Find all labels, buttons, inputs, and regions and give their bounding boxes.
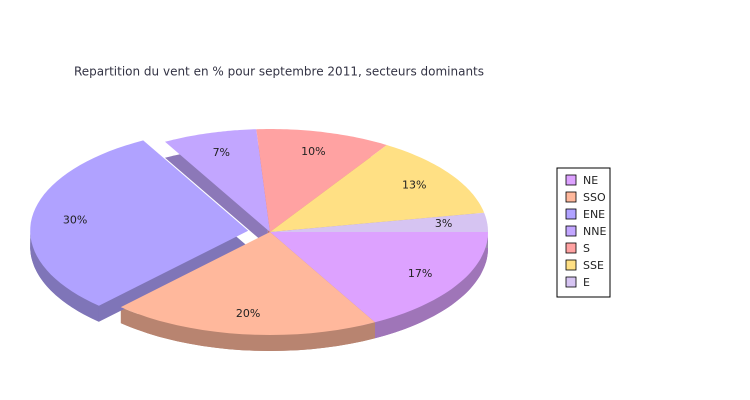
slice: [256, 129, 387, 232]
value-label: 20%: [236, 307, 260, 320]
slice: [270, 232, 488, 323]
slice: [270, 145, 485, 232]
slice: [270, 212, 488, 232]
slice-side: [30, 230, 99, 322]
legend-swatch: [565, 259, 577, 271]
legend-label: E: [583, 276, 590, 289]
legend-label: NE: [583, 174, 598, 187]
legend-swatch: [565, 208, 577, 220]
legend-swatch: [565, 225, 577, 237]
slice-side: [375, 232, 488, 339]
legend-swatch: [565, 191, 577, 203]
chart-title: Repartition du vent en % pour septembre …: [74, 65, 484, 79]
legend-label: NNE: [583, 225, 606, 238]
slice: [30, 140, 249, 306]
value-label: 10%: [301, 145, 325, 158]
pie-tops: [30, 129, 488, 335]
value-label: 17%: [408, 267, 432, 280]
legend: NE SSO ENE NNE S SSE E: [556, 167, 611, 298]
legend-label: SSE: [583, 259, 604, 272]
pie-labels: 17% 20% 30% 7% 10% 13% 3%: [63, 145, 452, 320]
slice: [165, 129, 270, 232]
value-label: 13%: [402, 179, 426, 192]
legend-label: ENE: [583, 208, 605, 221]
legend-label: S: [583, 242, 590, 255]
legend-swatch: [565, 276, 577, 288]
value-label: 3%: [435, 217, 452, 230]
slice: [120, 232, 375, 335]
value-label: 30%: [63, 213, 87, 226]
legend-swatch: [565, 242, 577, 254]
value-label: 7%: [213, 146, 230, 159]
legend-label: SSO: [583, 191, 606, 204]
slice-side: [120, 307, 375, 351]
legend-swatch: [565, 174, 577, 186]
